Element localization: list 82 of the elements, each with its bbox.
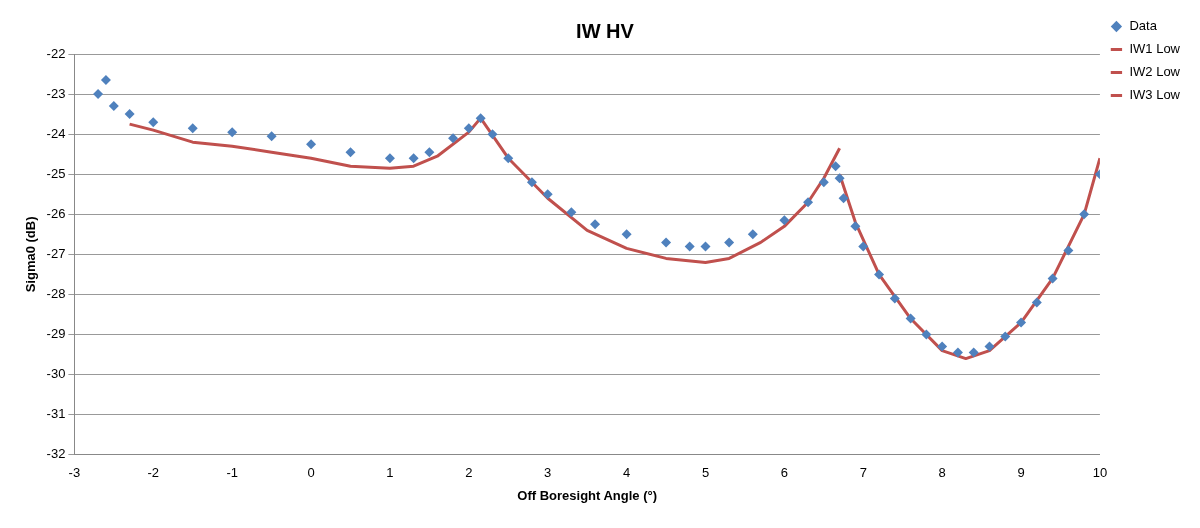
point xyxy=(968,347,979,358)
point xyxy=(850,221,861,232)
point xyxy=(838,193,849,204)
point xyxy=(1000,331,1011,342)
point xyxy=(306,139,317,150)
point xyxy=(889,293,900,304)
point xyxy=(503,153,514,164)
legend-label: IW3 Low xyxy=(1129,87,1181,103)
x-tick-label: 10 xyxy=(1092,465,1108,481)
point xyxy=(424,147,435,158)
y-tick-label: -32 xyxy=(46,446,66,462)
chart-title: IW HV xyxy=(576,19,635,42)
point xyxy=(921,329,932,340)
point xyxy=(108,101,119,112)
x-tick-label: 7 xyxy=(859,465,867,481)
point xyxy=(345,147,356,158)
point xyxy=(724,237,735,248)
x-tick-label: -3 xyxy=(68,465,81,481)
legend-label: IW1 Low xyxy=(1129,41,1181,57)
x-tick-label: 4 xyxy=(622,465,631,481)
point xyxy=(858,241,869,252)
y-tick-label: -26 xyxy=(46,205,66,221)
point xyxy=(100,75,111,86)
point xyxy=(937,341,948,352)
point xyxy=(803,197,814,208)
point xyxy=(526,177,537,188)
point xyxy=(1079,209,1090,220)
x-tick-label: 0 xyxy=(307,465,315,481)
x-tick-label: 3 xyxy=(544,465,552,481)
point xyxy=(779,215,790,226)
y-tick-label: -27 xyxy=(46,245,66,261)
point xyxy=(266,131,277,142)
y-tick-label: -24 xyxy=(46,125,66,141)
point xyxy=(621,229,632,240)
point xyxy=(834,173,845,184)
point xyxy=(952,347,963,358)
y-axis-title: Sigma0 (dB) xyxy=(23,216,39,293)
point xyxy=(124,109,135,120)
y-tick-label: -30 xyxy=(46,366,66,382)
point xyxy=(475,113,486,124)
legend-label: IW2 Low xyxy=(1129,64,1181,80)
y-tick-label: -23 xyxy=(46,85,66,101)
point xyxy=(148,117,159,128)
y-tick-label: -25 xyxy=(46,165,66,181)
point xyxy=(1031,297,1042,308)
x-tick-label: 5 xyxy=(701,465,710,481)
x-tick-label: 9 xyxy=(1017,465,1025,481)
point xyxy=(566,207,577,218)
point xyxy=(463,123,474,134)
point xyxy=(1047,273,1058,284)
point xyxy=(661,237,672,248)
y-tick-label: -31 xyxy=(46,406,66,422)
y-tick-label: -22 xyxy=(46,45,66,61)
point xyxy=(487,129,498,140)
point xyxy=(1063,245,1074,256)
point xyxy=(590,219,601,230)
x-tick-label: 2 xyxy=(465,465,473,481)
y-tick-label: -28 xyxy=(46,286,66,302)
point xyxy=(448,133,459,144)
point xyxy=(984,341,995,352)
point xyxy=(700,241,711,252)
point xyxy=(187,123,198,134)
y-tick-label: -29 xyxy=(46,326,66,342)
x-tick-label: -2 xyxy=(147,465,160,481)
point xyxy=(818,177,829,188)
point xyxy=(1016,317,1027,328)
point xyxy=(227,127,238,138)
point xyxy=(684,241,695,252)
x-tick-label: -1 xyxy=(226,465,238,481)
point xyxy=(874,269,885,280)
point xyxy=(542,189,553,200)
point xyxy=(384,153,395,164)
x-tick-label: 1 xyxy=(386,465,394,481)
x-tick-label: 6 xyxy=(780,465,788,481)
legend-label: Data xyxy=(1129,18,1158,34)
point xyxy=(408,153,419,164)
point xyxy=(830,161,841,172)
point xyxy=(747,229,758,240)
point xyxy=(93,89,104,100)
point xyxy=(905,313,916,324)
x-tick-label: 8 xyxy=(938,465,946,481)
x-axis-title: Off Boresight Angle (°) xyxy=(517,487,658,503)
